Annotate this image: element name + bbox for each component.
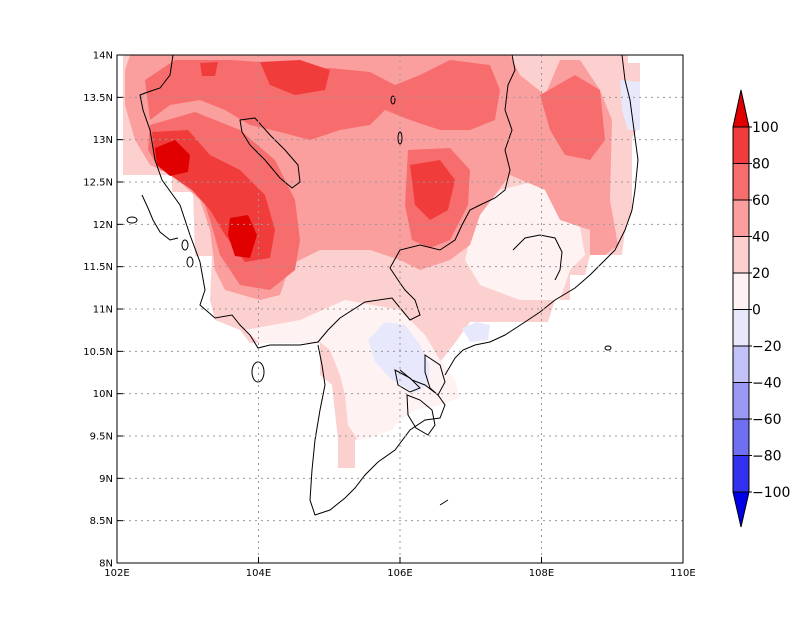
y-tick-label: 11N xyxy=(93,305,113,316)
colorbar-swatch xyxy=(732,382,750,420)
colorbar-label: −100 xyxy=(752,485,790,501)
coastline-segment xyxy=(512,234,563,281)
colorbar-label: −80 xyxy=(752,449,782,465)
field-region-r80 xyxy=(200,62,218,76)
colorbar-swatch xyxy=(732,236,750,274)
y-tick-label: 13.5N xyxy=(83,93,113,104)
field-fill xyxy=(123,55,640,468)
coastline-segment xyxy=(139,54,516,349)
coastline-segment xyxy=(141,194,179,241)
coastline-segment xyxy=(394,369,421,393)
field-region-b20 xyxy=(620,80,640,130)
x-tick-label: 108E xyxy=(529,568,554,579)
colorbar-label: 20 xyxy=(752,266,770,282)
island-outline xyxy=(397,131,403,145)
colorbar-swatch xyxy=(732,418,750,456)
coastline xyxy=(126,54,639,516)
coastline-segment xyxy=(239,117,301,189)
y-tick-label: 8.5N xyxy=(90,516,113,527)
field-region-b20 xyxy=(462,322,490,342)
coastline-segment xyxy=(439,499,449,506)
colorbar-label: −20 xyxy=(752,339,782,355)
field-region-r100 xyxy=(228,215,257,258)
colorbar: 100 80 60 40 20 0 −20 −40 −60 −80 −100 xyxy=(732,89,790,528)
colorbar-top-arrow xyxy=(732,89,750,128)
field-region-r80 xyxy=(410,160,455,220)
colorbar-label: 40 xyxy=(752,230,770,246)
colorbar-label: −40 xyxy=(752,376,782,392)
island-outline xyxy=(604,345,612,351)
x-tick-label: 102E xyxy=(104,568,129,579)
gridlines xyxy=(117,55,683,563)
coastline-segment xyxy=(406,394,436,436)
y-tick-label: 13N xyxy=(93,135,113,146)
field-region-r80 xyxy=(260,60,330,95)
y-tick-label: 9.5N xyxy=(90,432,113,443)
colorbar-label: 100 xyxy=(752,120,779,136)
island-outline xyxy=(126,216,138,224)
field-region-r100 xyxy=(155,140,190,176)
y-tick-label: 14N xyxy=(93,51,113,62)
y-tick-label: 8N xyxy=(99,559,113,570)
axis-ticks: 102E 104E 106E 108E 110E 8N 8.5N 9N 9.5N 10N 10.5N… xyxy=(83,51,695,580)
colorbar-swatch xyxy=(732,163,750,201)
colorbar-swatch xyxy=(732,126,750,164)
island-outline xyxy=(390,95,396,105)
island-outline xyxy=(181,239,189,251)
y-tick-label: 12N xyxy=(93,220,113,231)
field-region-r60 xyxy=(145,60,500,140)
colorbar-swatch xyxy=(732,309,750,347)
colorbar-swatch xyxy=(732,455,750,493)
x-tick-label: 106E xyxy=(387,568,412,579)
coastline-segment xyxy=(424,354,446,396)
island-outline xyxy=(186,256,194,268)
y-tick-label: 12.5N xyxy=(83,178,113,189)
colorbar-bottom-arrow xyxy=(732,491,750,528)
colorbar-swatch xyxy=(732,199,750,237)
colorbar-label: −60 xyxy=(752,412,782,428)
field-region-r60 xyxy=(540,75,605,160)
y-tick-label: 9N xyxy=(99,474,113,485)
colorbar-swatch xyxy=(732,345,750,383)
field-region-b20 xyxy=(368,322,430,393)
x-tick-label: 104E xyxy=(246,568,271,579)
y-tick-label: 11.5N xyxy=(83,262,113,273)
y-tick-label: 10N xyxy=(93,389,113,400)
coastline-segment xyxy=(444,54,639,376)
colorbar-label: 0 xyxy=(752,303,761,319)
colorbar-label: 80 xyxy=(752,157,770,173)
coastline-segment xyxy=(309,344,446,516)
colorbar-swatch xyxy=(732,272,750,310)
colorbar-label: 60 xyxy=(752,193,770,209)
y-tick-label: 10.5N xyxy=(83,347,113,358)
x-tick-label: 110E xyxy=(670,568,695,579)
